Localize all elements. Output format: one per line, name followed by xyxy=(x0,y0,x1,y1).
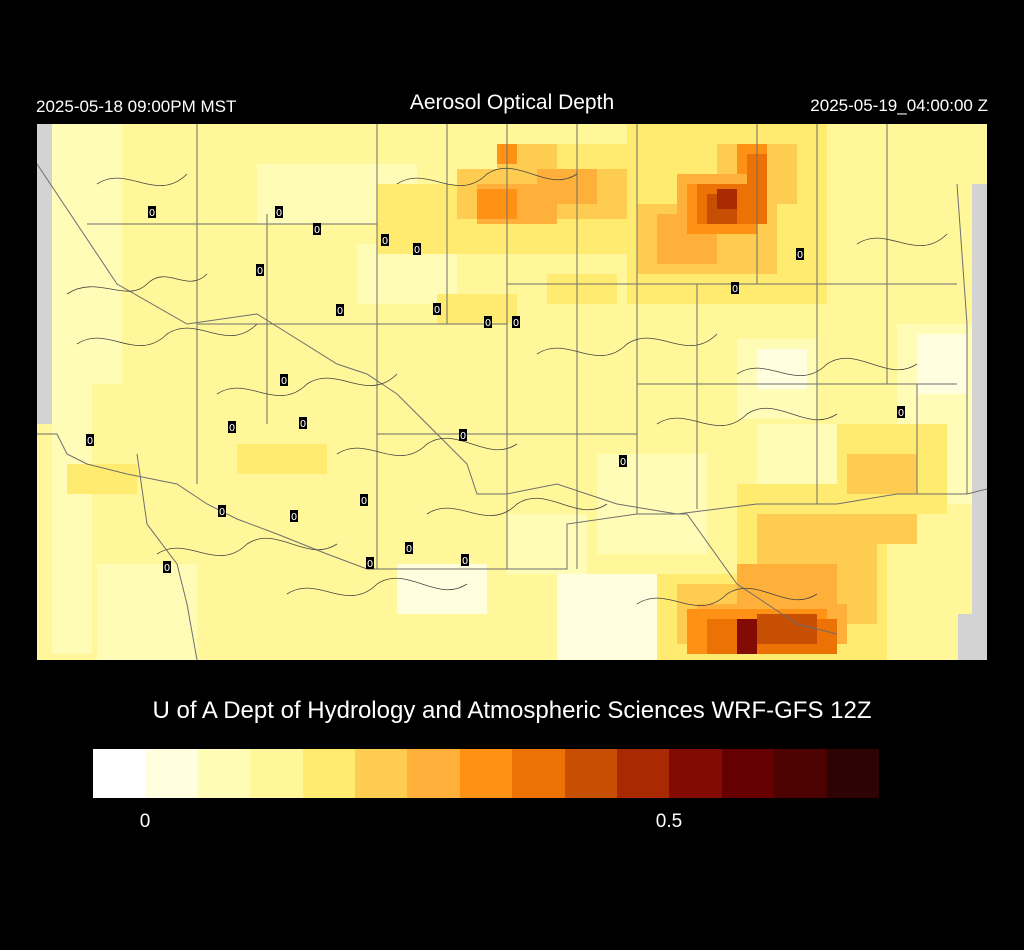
svg-text:0: 0 xyxy=(149,208,155,219)
station-marker: 0 xyxy=(163,561,171,574)
svg-text:0: 0 xyxy=(300,419,306,430)
station-marker: 0 xyxy=(433,303,441,316)
svg-text:0: 0 xyxy=(314,225,320,236)
colorbar-swatch xyxy=(774,749,827,798)
svg-text:0: 0 xyxy=(513,318,519,329)
svg-text:0: 0 xyxy=(898,408,904,419)
station-marker: 0 xyxy=(218,505,226,518)
svg-text:0: 0 xyxy=(367,559,373,570)
station-marker: 0 xyxy=(731,282,739,295)
colorbar-swatch xyxy=(250,749,303,798)
station-marker: 0 xyxy=(484,316,492,329)
svg-text:0: 0 xyxy=(219,507,225,518)
colorbar-swatch xyxy=(197,749,251,798)
colorbar-swatch xyxy=(826,749,880,798)
station-marker: 0 xyxy=(461,554,469,567)
svg-text:0: 0 xyxy=(281,376,287,387)
svg-text:0: 0 xyxy=(434,305,440,316)
aod-deep-zones xyxy=(477,144,837,654)
station-marker: 0 xyxy=(796,248,804,261)
colorbar-swatch xyxy=(302,749,356,798)
boundary-lines xyxy=(37,124,987,660)
model-credit: U of A Dept of Hydrology and Atmospheric… xyxy=(152,697,872,724)
station-markers: 0 0 0 0 0 0 0 0 0 0 0 0 0 0 0 0 0 0 0 0 0 0 0 0 0 0 xyxy=(86,206,905,574)
station-marker: 0 xyxy=(275,206,283,219)
colorbar-swatch xyxy=(617,749,670,798)
colorbar-swatch xyxy=(721,749,775,798)
colorbar-swatch xyxy=(145,749,198,798)
svg-text:0: 0 xyxy=(291,512,297,523)
svg-text:0: 0 xyxy=(382,236,388,247)
station-marker: 0 xyxy=(360,494,368,507)
svg-text:0: 0 xyxy=(361,496,367,507)
svg-text:0: 0 xyxy=(732,284,738,295)
colorbar-swatch xyxy=(355,749,408,798)
nodata-strip-southeast xyxy=(958,614,972,660)
svg-text:0: 0 xyxy=(462,556,468,567)
local-time-label: 2025-05-18 09:00PM MST xyxy=(36,97,237,116)
station-marker: 0 xyxy=(897,406,905,419)
nodata-strip-east xyxy=(972,184,987,660)
station-marker: 0 xyxy=(256,264,264,277)
station-marker: 0 xyxy=(413,243,421,256)
aerosol-map: 0 0 0 0 0 0 0 0 0 0 0 0 0 0 0 0 0 0 0 0 0 0 0 0 0 0 xyxy=(37,124,987,660)
colorbar-swatch xyxy=(564,749,618,798)
station-marker: 0 xyxy=(366,557,374,570)
colorbar-tick-0: 0 xyxy=(139,811,151,832)
station-marker: 0 xyxy=(459,429,467,442)
station-marker: 0 xyxy=(86,434,94,447)
station-marker: 0 xyxy=(290,510,298,523)
svg-text:0: 0 xyxy=(276,208,282,219)
station-marker: 0 xyxy=(512,316,520,329)
colorbar xyxy=(93,749,880,798)
svg-text:0: 0 xyxy=(164,563,170,574)
svg-text:0: 0 xyxy=(337,306,343,317)
svg-text:0: 0 xyxy=(620,457,626,468)
station-marker: 0 xyxy=(228,421,236,434)
colorbar-swatch xyxy=(669,749,722,798)
station-marker: 0 xyxy=(336,304,344,317)
colorbar-swatch xyxy=(93,749,146,798)
station-marker: 0 xyxy=(299,417,307,430)
colorbar-tick-0-5: 0.5 xyxy=(655,811,683,832)
colorbar-swatch xyxy=(459,749,513,798)
station-marker: 0 xyxy=(619,455,627,468)
station-marker: 0 xyxy=(405,542,413,555)
station-marker: 0 xyxy=(381,234,389,247)
svg-text:0: 0 xyxy=(797,250,803,261)
svg-text:0: 0 xyxy=(460,431,466,442)
map-title: Aerosol Optical Depth xyxy=(409,91,615,114)
station-marker: 0 xyxy=(313,223,321,236)
svg-text:0: 0 xyxy=(257,266,263,277)
svg-text:0: 0 xyxy=(229,423,235,434)
station-marker: 0 xyxy=(148,206,156,219)
svg-text:0: 0 xyxy=(414,245,420,256)
colorbar-swatch xyxy=(512,749,565,798)
svg-text:0: 0 xyxy=(406,544,412,555)
colorbar-swatch xyxy=(407,749,460,798)
terrain-contours xyxy=(66,167,948,606)
utc-time-label: 2025-05-19_04:00:00 Z xyxy=(810,96,988,115)
svg-text:0: 0 xyxy=(87,436,93,447)
nodata-strip-west xyxy=(37,124,52,424)
station-marker: 0 xyxy=(280,374,288,387)
svg-text:0: 0 xyxy=(485,318,491,329)
